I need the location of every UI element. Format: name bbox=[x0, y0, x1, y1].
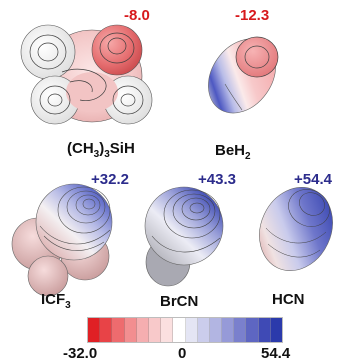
color-scale-segment bbox=[209, 318, 223, 342]
color-scale-segment bbox=[234, 318, 247, 342]
value-icf3: +32.2 bbox=[91, 171, 129, 188]
label-brcn: BrCN bbox=[160, 293, 199, 310]
color-scale-segment bbox=[197, 318, 210, 342]
value-ch3-3sih: -8.0 bbox=[124, 7, 150, 24]
color-scale-segment bbox=[258, 318, 271, 342]
color-scale-segment bbox=[173, 318, 186, 342]
color-scale-segment bbox=[100, 318, 113, 342]
color-scale-segment bbox=[270, 318, 282, 342]
color-scale-zero-label: 0 bbox=[178, 345, 187, 362]
molecule-ch3-3sih-surface bbox=[20, 24, 153, 125]
value-hcn: +54.4 bbox=[294, 171, 332, 188]
label-hcn: HCN bbox=[272, 291, 305, 308]
value-brcn: +43.3 bbox=[198, 171, 236, 188]
color-scale-segment bbox=[124, 318, 137, 342]
label-ch3-3sih: (CH3)3SiH bbox=[67, 140, 135, 160]
label-icf3: ICF3 bbox=[41, 291, 71, 311]
label-beh2: BeH2 bbox=[215, 142, 251, 162]
value-beh2: -12.3 bbox=[235, 7, 270, 24]
color-scale-segment bbox=[148, 318, 162, 342]
color-scale-segment bbox=[161, 318, 174, 342]
color-scale-segment bbox=[88, 318, 101, 342]
color-scale-segment bbox=[112, 318, 125, 342]
color-scale-segment bbox=[185, 318, 198, 342]
color-scale-segment bbox=[136, 318, 149, 342]
molecule-icf3-surface bbox=[11, 183, 113, 297]
color-scale-segment bbox=[222, 318, 235, 342]
color-scale-segment bbox=[246, 318, 259, 342]
molecule-brcn-surface bbox=[144, 186, 224, 287]
molecule-hcn-surface bbox=[259, 187, 333, 271]
color-scale-max-label: 54.4 bbox=[261, 345, 291, 362]
molecule-beh2-surface bbox=[208, 36, 279, 114]
color-scale-bar bbox=[87, 317, 283, 343]
color-scale-min-label: -32.0 bbox=[63, 345, 98, 362]
